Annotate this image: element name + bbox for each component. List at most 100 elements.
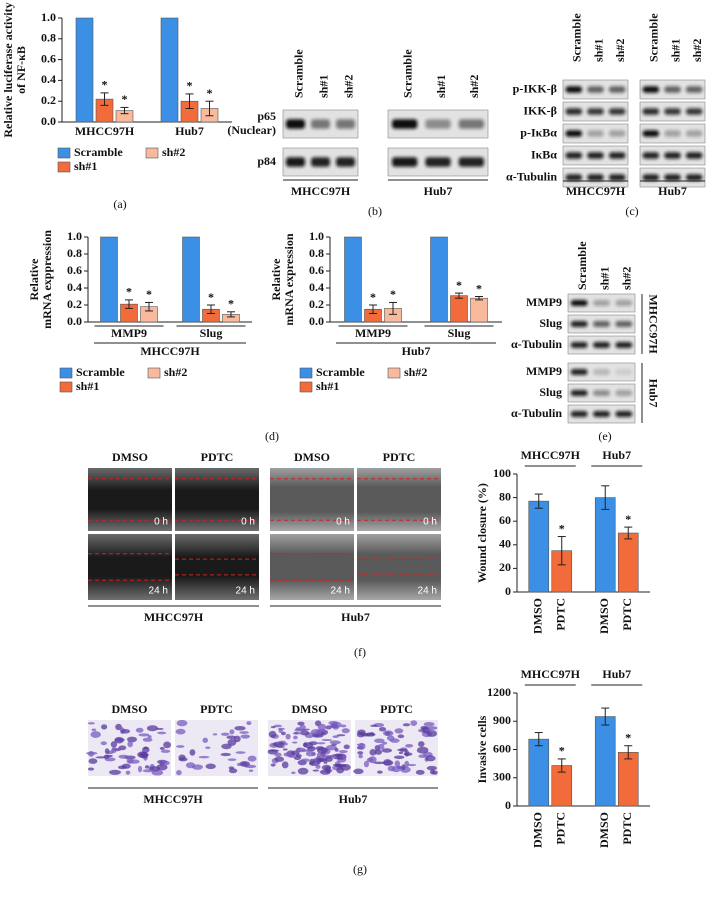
y-tick-label: 0 [505,584,511,598]
invasion-panel: DMSO PDTC DMSO PDTC MHCC97H Hub7 [85,702,438,806]
stained-cell [333,756,344,760]
y-tick-label: 0.8 [41,31,56,45]
legend-swatch [59,381,73,393]
bar-chart: 0 20 40 60 80 100 Wound closure (%) DMSO * PDTC MH… [475,448,650,634]
timepoint-label: 0 h [423,517,437,528]
stained-cell [353,768,364,775]
y-tick-label: 0.6 [309,263,324,277]
stained-cell [407,763,417,767]
significance-mark: * [390,287,396,301]
x-tick-label: DMSO [531,598,545,634]
condition-label: DMSO [112,450,148,464]
blot-band [286,119,305,129]
blot-panel: MHCC97H Scramble sh#1 sh#2 Hub7 Scramble sh#1 s… [227,49,489,198]
legend-swatch [299,367,313,379]
blot-band [311,157,330,167]
row-label: MMP9 [526,364,562,378]
stained-cell [415,769,425,775]
y-tick-label: 0.0 [41,114,56,128]
stained-cell [189,749,196,756]
legend-label: Scramble [74,145,123,159]
blot-band [685,174,703,181]
y-tick-label: 0.0 [67,314,82,328]
blot-band [587,174,604,181]
stained-cell [228,768,238,774]
y-tick-label: 40 [499,537,511,551]
stained-cell [101,724,108,730]
stained-cell [328,721,339,726]
x-tick-label: PDTC [620,812,634,845]
significance-mark: * [187,79,193,93]
y-tick-label: 1.0 [309,229,324,243]
stained-cell [343,744,350,750]
timepoint-label: 24 h [236,586,255,597]
stained-cell [310,729,322,735]
significance-mark: * [122,92,128,106]
stained-cell [234,725,246,731]
stained-cell [138,733,150,737]
blot-band [664,86,681,93]
stained-cell [198,755,210,759]
stained-cell [282,748,288,751]
group-label: Hub7 [658,184,687,198]
group-label: Hub7 [646,379,660,408]
group-label: MHCC97H [566,184,626,198]
stained-cell [299,725,306,729]
stained-cell [308,760,320,767]
lane-label: Scramble [400,49,414,98]
significance-mark: * [476,281,482,295]
stained-cell [142,746,150,753]
blot-band [664,108,681,115]
stained-cell [323,761,328,764]
timepoint-label: 0 h [336,517,350,528]
stained-cell [336,734,346,737]
group-label: MHCC97H [646,294,660,354]
x-tick-label: DMSO [597,812,611,848]
stained-cell [142,737,153,742]
stained-cell [274,756,285,762]
blot-band [570,299,588,307]
row-label: Slug [539,385,562,399]
stained-cell [381,741,388,745]
blot-band [642,86,660,93]
stained-cell [142,769,153,773]
panel-label: (c) [625,204,638,218]
legend-label: sh#2 [162,145,185,159]
lane-label: sh#2 [467,75,481,98]
lane-label: sh#1 [591,39,605,62]
condition-label: DMSO [292,702,328,716]
bar [450,295,468,323]
y-tick-label: 1200 [487,685,511,699]
y-axis-label: Relative [269,258,283,301]
stained-cell [159,746,165,750]
stained-cell [373,761,386,765]
x-tick-label: DMSO [597,598,611,634]
bar [617,532,639,593]
stained-cell [324,756,333,762]
stained-cell [270,726,276,729]
row-label: IKK-β [523,103,557,117]
stained-cell [111,747,117,753]
condition-label: DMSO [112,702,148,716]
stained-cell [176,745,185,748]
stained-cell [240,734,251,739]
legend-swatch [299,381,313,393]
legend-swatch [57,161,71,173]
blot-band [593,389,610,397]
group-label: MHCC97H [291,184,351,198]
stained-cell [369,749,377,756]
stained-cell [109,769,121,775]
y-tick-label: 80 [499,489,511,503]
stained-cell [104,748,110,755]
blot-band [642,174,660,181]
stained-cell [146,725,159,732]
condition-label: PDTC [380,702,413,716]
stained-cell [137,765,143,773]
y-axis-label: of NF-κB [14,46,28,94]
blot-band [685,152,703,159]
y-tick-label: 0 [505,798,511,812]
stained-cell [235,751,246,754]
y-axis-label: Invasive cells [475,715,489,783]
stained-cell [163,741,172,749]
bar [617,752,639,807]
